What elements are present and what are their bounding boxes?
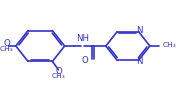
Text: CH₃: CH₃ [52, 73, 66, 79]
Text: NH: NH [76, 34, 89, 43]
Text: O: O [81, 56, 88, 65]
Text: O: O [3, 39, 10, 48]
Text: CH₃: CH₃ [0, 46, 14, 52]
Text: N: N [136, 26, 143, 35]
Text: CH₃: CH₃ [163, 42, 177, 48]
Text: N: N [136, 57, 143, 66]
Text: O: O [56, 67, 62, 76]
